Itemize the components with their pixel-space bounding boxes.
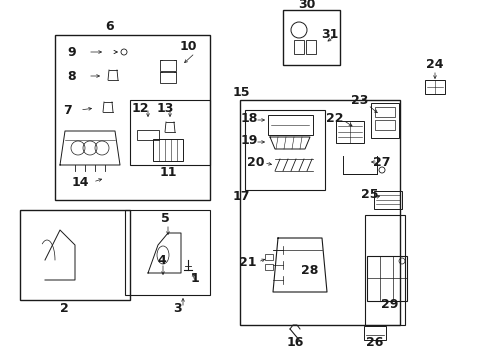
Text: 17: 17 [232,190,249,203]
Text: 13: 13 [156,102,173,114]
Bar [240,100,399,325]
Text: 30: 30 [298,0,315,12]
Bar [264,254,272,260]
Text: 21: 21 [239,256,256,269]
Text: 20: 20 [247,156,264,168]
Bar [160,72,176,83]
Text: 29: 29 [381,298,398,311]
Bar [373,191,401,209]
Text: 18: 18 [240,112,257,125]
Text: 27: 27 [372,156,390,168]
Bar [370,103,398,138]
Bar [137,130,159,140]
Bar [293,40,304,54]
Text: 10: 10 [179,40,196,54]
Bar [20,210,130,300]
Bar [153,139,183,161]
Text: 28: 28 [301,264,318,276]
Text: 3: 3 [173,302,182,315]
Bar [160,60,176,71]
Text: 8: 8 [67,69,76,82]
Text: 25: 25 [361,189,378,202]
Text: 9: 9 [67,45,76,58]
Bar [424,80,444,94]
Text: 16: 16 [286,336,303,348]
Text: 22: 22 [325,112,343,125]
Bar [364,215,404,325]
Bar [366,256,406,301]
Bar [264,264,272,270]
Text: 11: 11 [159,166,176,179]
Bar [363,326,385,340]
Bar [125,210,209,295]
Text: 31: 31 [321,28,338,41]
Bar [374,120,394,130]
Text: 4: 4 [157,253,166,266]
Bar [130,100,209,165]
Bar [244,110,325,190]
Text: 26: 26 [366,336,383,348]
Text: 5: 5 [160,211,169,225]
Text: 6: 6 [105,21,114,33]
Text: 14: 14 [71,175,88,189]
Text: 15: 15 [232,86,249,99]
Text: 2: 2 [60,302,68,315]
Text: 7: 7 [62,104,71,117]
Text: 1: 1 [190,271,199,284]
Bar [55,35,209,200]
Text: 19: 19 [240,134,257,147]
Bar [305,40,315,54]
Text: 23: 23 [350,94,368,107]
Text: 12: 12 [131,102,148,114]
Bar [374,107,394,117]
Bar [335,121,363,143]
Text: 24: 24 [426,58,443,72]
Bar [267,115,312,135]
Bar [283,10,339,65]
